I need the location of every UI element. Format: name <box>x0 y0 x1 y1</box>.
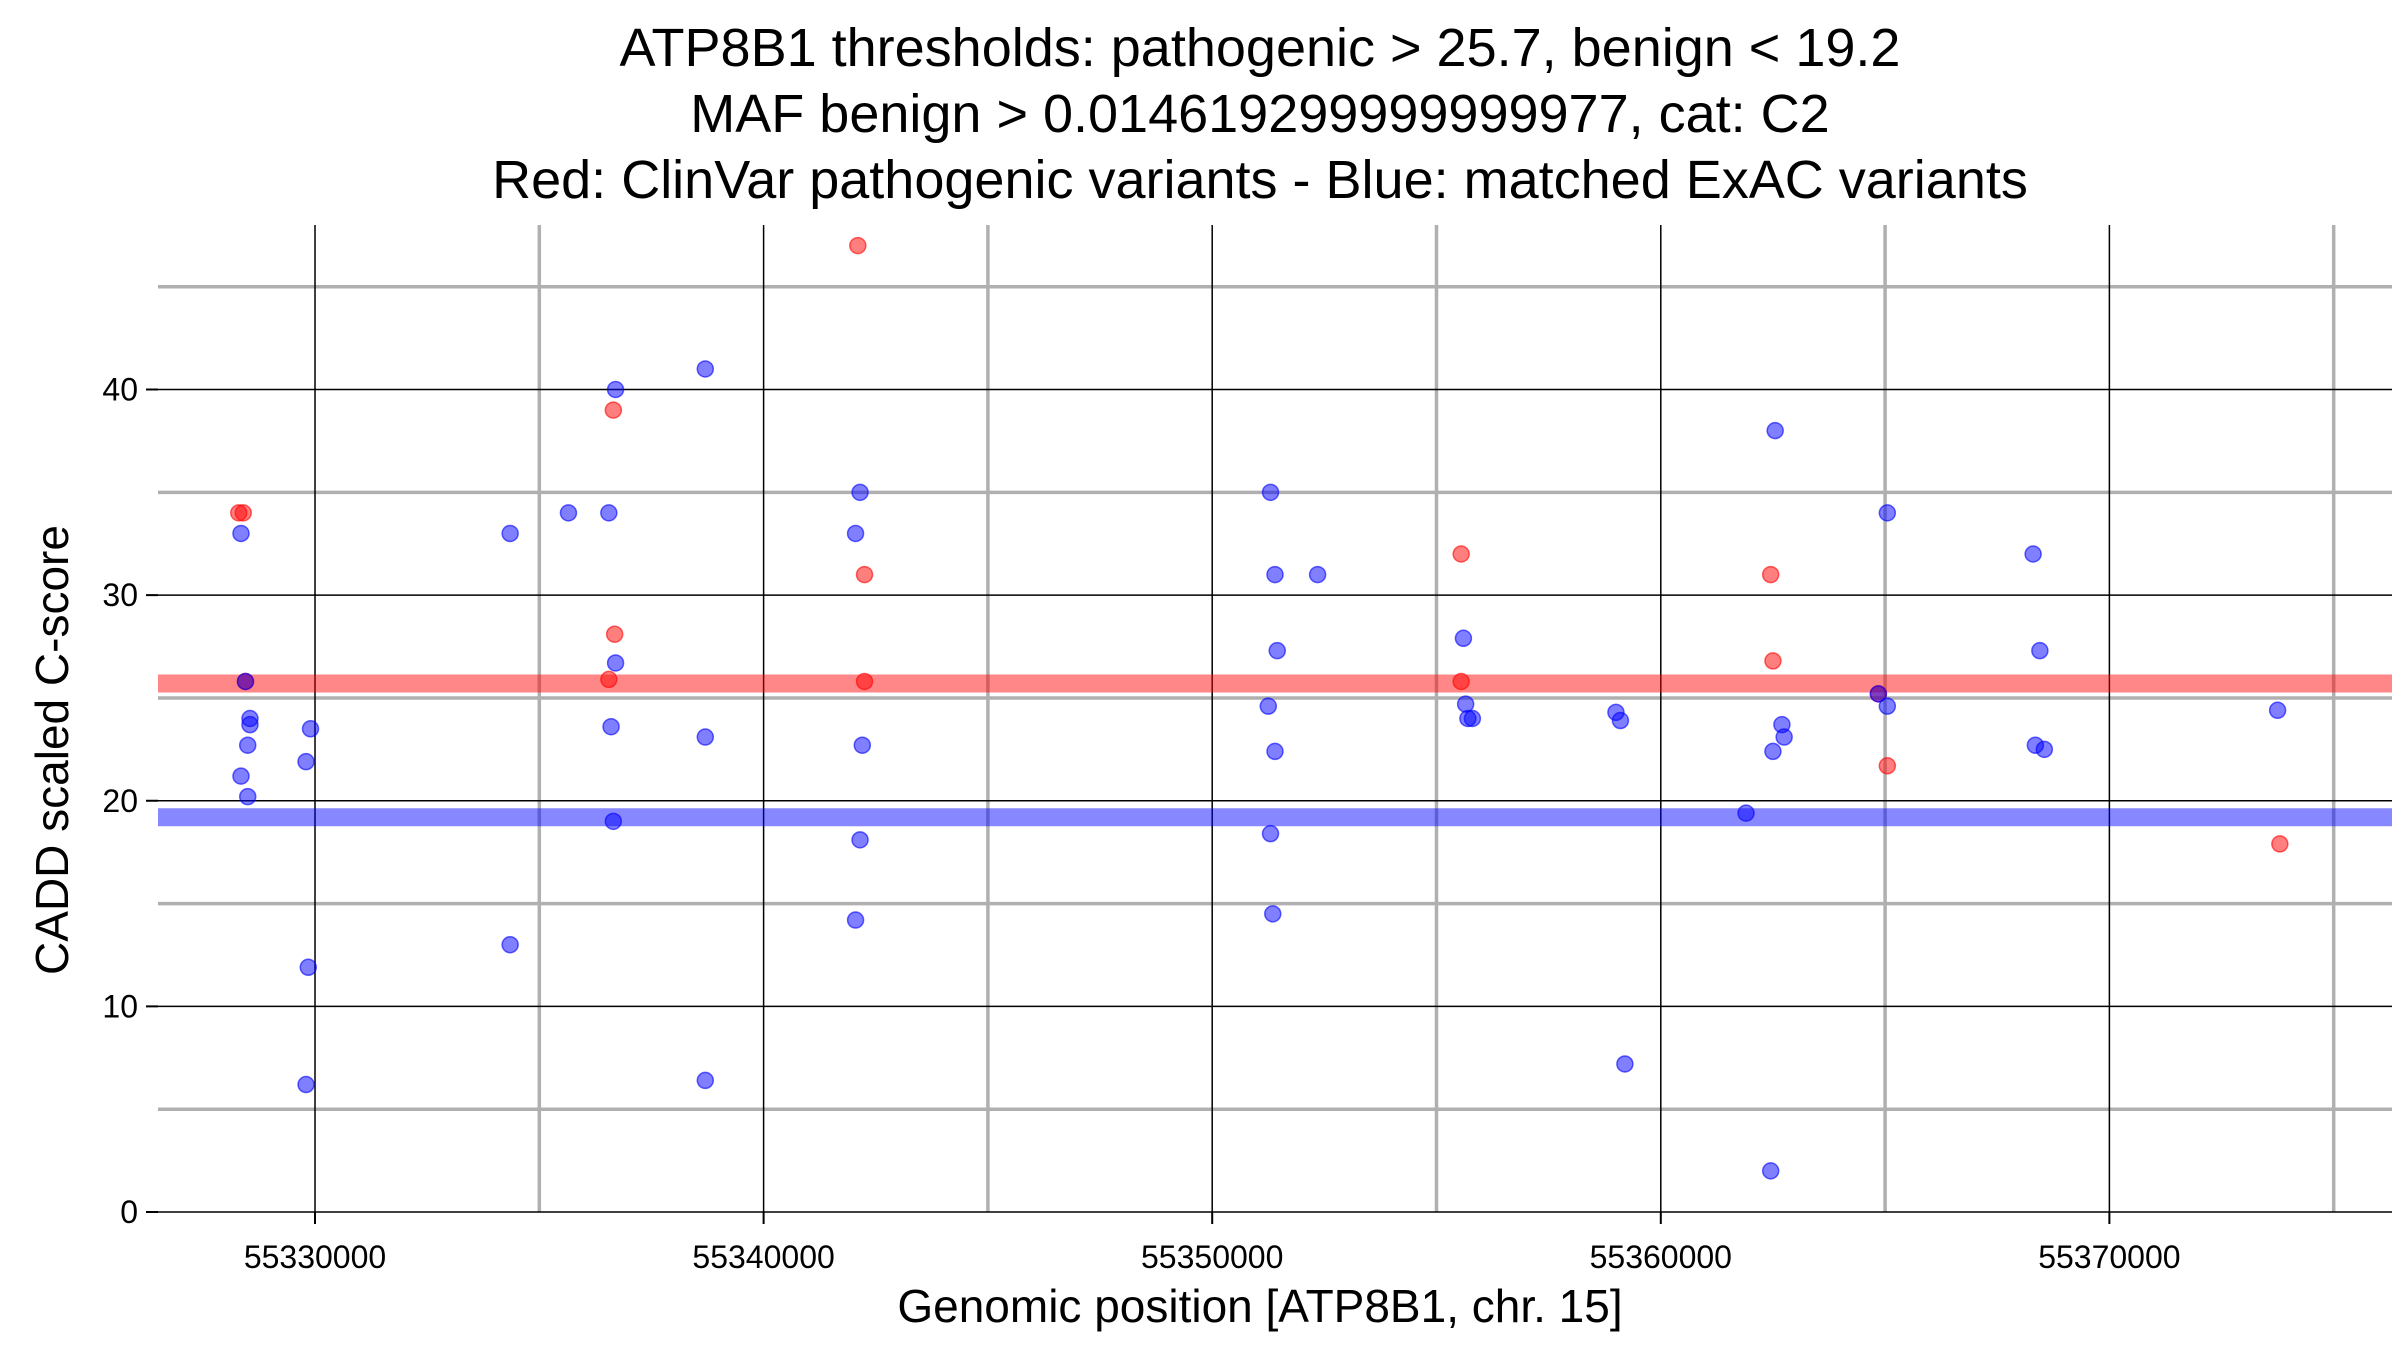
clinvar-pathogenic-point <box>855 672 874 691</box>
exac-variant-point <box>2268 701 2287 720</box>
exac-variant-point <box>1761 1162 1780 1180</box>
data-points <box>229 236 2289 1180</box>
exac-variant-point <box>600 504 618 522</box>
clinvar-pathogenic-point <box>855 565 874 584</box>
y-axis: 0 10 20 30 40 <box>102 372 158 1230</box>
exac-variant-point <box>851 483 869 502</box>
y-tick-label: 40 <box>102 372 138 408</box>
exac-variant-point <box>2031 641 2049 660</box>
chart-title-line-3: Red: ClinVar pathogenic variants - Blue:… <box>492 150 2028 210</box>
exac-variant-point <box>602 717 620 736</box>
exac-variant-point <box>1764 742 1782 761</box>
exac-variant-point <box>1878 504 1897 522</box>
threshold-lines <box>158 674 2392 827</box>
x-tick-label: 55350000 <box>1141 1239 1283 1275</box>
y-tick-label: 20 <box>102 783 138 819</box>
x-tick-label: 55370000 <box>2038 1239 2180 1275</box>
exac-variant-point <box>238 787 257 806</box>
exac-variant-point <box>1259 697 1278 715</box>
exac-variant-point <box>1611 711 1630 730</box>
exac-variant-point <box>606 380 625 399</box>
y-tick-label: 10 <box>102 988 138 1024</box>
exac-variant-point <box>1261 483 1280 502</box>
exac-variant-point <box>1266 742 1284 761</box>
x-tick-label: 55340000 <box>692 1239 834 1275</box>
x-axis-title: Genomic position [ATP8B1, chr. 15] <box>897 1280 1622 1332</box>
clinvar-pathogenic-point <box>1452 672 1470 691</box>
clinvar-pathogenic-point <box>1452 545 1470 563</box>
exac-variant-point <box>299 958 318 977</box>
exac-variant-point <box>1268 641 1286 660</box>
x-tick-label: 55360000 <box>1590 1239 1732 1275</box>
major-gridlines <box>158 225 2392 1213</box>
x-tick-label: 55330000 <box>244 1239 386 1275</box>
exac-variant-point <box>696 728 715 746</box>
exac-variant-point <box>846 524 865 543</box>
clinvar-pathogenic-point <box>1878 757 1897 775</box>
exac-variant-point <box>238 736 257 754</box>
y-tick-label: 30 <box>102 577 138 613</box>
exac-variant-point <box>241 715 259 734</box>
exac-variant-point <box>851 831 869 849</box>
clinvar-pathogenic-point <box>605 625 624 643</box>
exac-variant-point <box>1261 824 1280 843</box>
exac-variant-point <box>846 911 865 929</box>
exac-variant-point <box>501 935 519 954</box>
chart-title-line-1: ATP8B1 thresholds: pathogenic > 25.7, be… <box>620 18 1901 78</box>
chart-title-line-2: MAF benign > 0.014619299999999977, cat: … <box>690 84 1829 144</box>
exac-variant-point <box>559 504 578 522</box>
exac-variant-point <box>853 736 872 754</box>
exac-variant-point <box>1266 565 1284 584</box>
exac-variant-point <box>604 812 623 831</box>
exac-variant-point <box>1766 421 1784 440</box>
exac-variant-point <box>301 720 320 738</box>
exac-variant-point <box>696 360 715 378</box>
exac-variant-point <box>232 524 250 543</box>
clinvar-pathogenic-point <box>849 236 867 255</box>
exac-variant-point <box>1308 565 1327 584</box>
clinvar-pathogenic-point <box>604 401 623 419</box>
exac-variant-point <box>501 524 519 543</box>
clinvar-pathogenic-point <box>234 504 252 522</box>
exac-variant-point <box>1616 1055 1634 1073</box>
exac-variant-point <box>696 1071 715 1090</box>
exac-variant-point <box>1775 728 1793 746</box>
exac-variant-point <box>1264 905 1282 923</box>
clinvar-pathogenic-point <box>1764 652 1782 670</box>
exac-variant-point <box>1456 695 1475 713</box>
clinvar-pathogenic-point <box>600 670 618 689</box>
exac-variant-point <box>236 672 255 691</box>
exac-variant-point <box>1737 804 1755 822</box>
y-axis-title: CADD scaled C-score <box>26 525 78 975</box>
clinvar-pathogenic-point <box>2271 835 2289 853</box>
y-tick-label: 0 <box>120 1194 138 1230</box>
exac-variant-point <box>606 654 625 672</box>
exac-variant-point <box>232 767 250 785</box>
exac-variant-point <box>1878 697 1897 715</box>
exac-variant-point <box>2035 740 2054 759</box>
exac-variant-point <box>1463 709 1482 728</box>
exac-variant-point <box>2024 545 2042 563</box>
x-axis: 55330000 55340000 55350000 55360000 55370000 <box>244 1212 2181 1275</box>
exac-variant-point <box>297 1075 315 1094</box>
exac-variant-point <box>1454 629 1473 648</box>
exac-variant-point <box>1869 685 1888 703</box>
exac-variant-point <box>297 752 315 771</box>
clinvar-pathogenic-point <box>1761 565 1780 584</box>
